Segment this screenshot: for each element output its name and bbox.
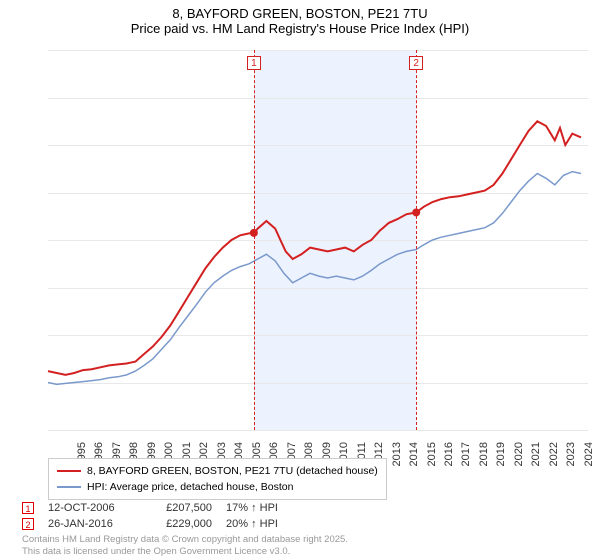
sales-date: 26-JAN-2016 — [48, 518, 128, 530]
x-tick-label: 2013 — [391, 442, 403, 472]
chart-container: 8, BAYFORD GREEN, BOSTON, PE21 7TU Price… — [0, 0, 600, 560]
legend: 8, BAYFORD GREEN, BOSTON, PE21 7TU (deta… — [48, 458, 387, 500]
x-tick-label: 2024 — [583, 442, 595, 472]
sales-marker-ref: 1 — [22, 502, 34, 514]
title-line-1: 8, BAYFORD GREEN, BOSTON, PE21 7TU — [0, 6, 600, 21]
x-tick-label: 2019 — [495, 442, 507, 472]
x-tick-label: 2022 — [548, 442, 560, 472]
x-tick-label: 2014 — [408, 442, 420, 472]
marker-line-1 — [254, 50, 255, 430]
attribution-line-2: This data is licensed under the Open Gov… — [22, 546, 348, 558]
title-line-2: Price paid vs. HM Land Registry's House … — [0, 21, 600, 36]
sales-row: 2 26-JAN-2016 £229,000 20% ↑ HPI — [22, 516, 316, 532]
legend-row: 8, BAYFORD GREEN, BOSTON, PE21 7TU (deta… — [57, 463, 378, 479]
legend-label: 8, BAYFORD GREEN, BOSTON, PE21 7TU (deta… — [87, 463, 378, 479]
legend-swatch — [57, 470, 81, 472]
legend-label: HPI: Average price, detached house, Bost… — [87, 479, 293, 495]
x-tick-label: 2015 — [426, 442, 438, 472]
sales-date: 12-OCT-2006 — [48, 502, 128, 514]
series-hpi — [48, 172, 581, 385]
plot-area: 1995199619971998199920002001200220032004… — [48, 50, 588, 430]
x-tick-label: 2017 — [460, 442, 472, 472]
x-tick-label: 2023 — [565, 442, 577, 472]
marker-box-2: 2 — [409, 56, 423, 70]
attribution-line-1: Contains HM Land Registry data © Crown c… — [22, 534, 348, 546]
x-tick-label: 2021 — [530, 442, 542, 472]
sales-marker-ref: 2 — [22, 518, 34, 530]
attribution: Contains HM Land Registry data © Crown c… — [22, 534, 348, 558]
y-axis: £0£50K£100K£150K£200K£250K£300K£350K£400… — [0, 50, 48, 430]
sales-table: 1 12-OCT-2006 £207,500 17% ↑ HPI 2 26-JAN-201… — [22, 500, 316, 532]
sales-pct: 20% ↑ HPI — [226, 518, 316, 530]
x-tick-label: 2018 — [478, 442, 490, 472]
title-block: 8, BAYFORD GREEN, BOSTON, PE21 7TU Price… — [0, 0, 600, 36]
series-price_paid — [48, 121, 581, 375]
sales-price: £229,000 — [142, 518, 212, 530]
sales-price: £207,500 — [142, 502, 212, 514]
x-tick-label: 2016 — [443, 442, 455, 472]
sales-pct: 17% ↑ HPI — [226, 502, 316, 514]
marker-line-2 — [416, 50, 417, 430]
marker-box-1: 1 — [247, 56, 261, 70]
legend-row: HPI: Average price, detached house, Bost… — [57, 479, 378, 495]
line-series-svg — [48, 50, 588, 430]
gridline — [48, 430, 588, 431]
legend-swatch — [57, 486, 81, 488]
sales-row: 1 12-OCT-2006 £207,500 17% ↑ HPI — [22, 500, 316, 516]
x-tick-label: 2020 — [513, 442, 525, 472]
